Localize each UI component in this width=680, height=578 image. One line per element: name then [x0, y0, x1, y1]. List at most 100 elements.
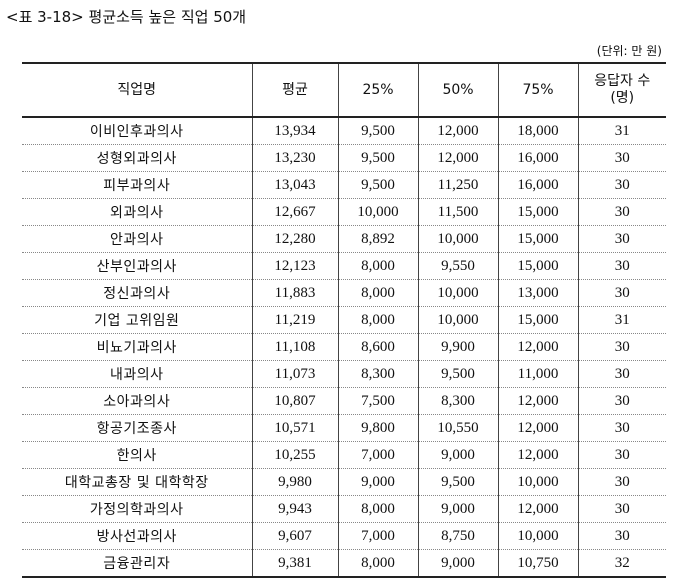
- cell-p50: 10,000: [417, 306, 499, 334]
- cell-respondents: 30: [577, 144, 666, 172]
- cell-job: 비뇨기과의사: [22, 333, 253, 361]
- cell-p50: 9,550: [417, 252, 499, 280]
- cell-mean: 11,883: [251, 279, 339, 307]
- cell-respondents: 30: [577, 387, 666, 415]
- cell-p50: 11,250: [417, 171, 499, 199]
- cell-p50: 9,000: [417, 441, 499, 469]
- cell-mean: 9,381: [251, 549, 339, 578]
- cell-job: 산부인과의사: [22, 252, 253, 280]
- cell-job: 가정의학과의사: [22, 495, 253, 523]
- cell-job: 피부과의사: [22, 171, 253, 199]
- cell-p50: 8,300: [417, 387, 499, 415]
- cell-job: 안과의사: [22, 225, 253, 253]
- cell-respondents: 30: [577, 468, 666, 496]
- table-row: 안과의사 12,280 8,892 10,000 15,000 30: [22, 225, 666, 253]
- cell-job: 기업 고위임원: [22, 306, 253, 334]
- cell-job: 내과의사: [22, 360, 253, 388]
- table-caption: <표 3-18> 평균소득 높은 직업 50개: [6, 8, 247, 26]
- cell-p25: 7,500: [337, 387, 419, 415]
- cell-respondents: 30: [577, 279, 666, 307]
- table-row: 외과의사 12,667 10,000 11,500 15,000 30: [22, 198, 666, 226]
- cell-p25: 9,800: [337, 414, 419, 442]
- cell-job: 방사선과의사: [22, 522, 253, 550]
- cell-job: 금융관리자: [22, 549, 253, 578]
- cell-mean: 13,934: [251, 117, 339, 145]
- cell-p25: 9,000: [337, 468, 419, 496]
- cell-p25: 9,500: [337, 117, 419, 145]
- cell-p75: 15,000: [497, 225, 579, 253]
- header-cell-respondents: 응답자 수 (명): [577, 63, 666, 118]
- cell-p75: 12,000: [497, 333, 579, 361]
- cell-p75: 16,000: [497, 144, 579, 172]
- cell-p50: 10,000: [417, 225, 499, 253]
- cell-p75: 12,000: [497, 387, 579, 415]
- cell-job: 이비인후과의사: [22, 117, 253, 145]
- cell-mean: 11,219: [251, 306, 339, 334]
- cell-mean: 10,255: [251, 441, 339, 469]
- table-row: 비뇨기과의사 11,108 8,600 9,900 12,000 30: [22, 333, 666, 361]
- cell-p25: 8,600: [337, 333, 419, 361]
- cell-p75: 18,000: [497, 117, 579, 145]
- cell-p75: 12,000: [497, 414, 579, 442]
- cell-job: 외과의사: [22, 198, 253, 226]
- cell-mean: 12,123: [251, 252, 339, 280]
- income-table: 직업명 평균 25% 50% 75% 응답자 수 (명) 이비인후과의사 13,93…: [22, 62, 666, 578]
- cell-job: 항공기조종사: [22, 414, 253, 442]
- cell-respondents: 31: [577, 306, 666, 334]
- cell-mean: 11,108: [251, 333, 339, 361]
- header-row: 직업명 평균 25% 50% 75% 응답자 수 (명): [22, 63, 666, 118]
- unit-note: (단위: 만 원): [596, 44, 662, 58]
- cell-respondents: 30: [577, 333, 666, 361]
- table-row: 피부과의사 13,043 9,500 11,250 16,000 30: [22, 171, 666, 199]
- cell-p50: 10,000: [417, 279, 499, 307]
- cell-p50: 9,000: [417, 549, 499, 578]
- cell-p75: 10,000: [497, 468, 579, 496]
- table-row: 이비인후과의사 13,934 9,500 12,000 18,000 31: [22, 117, 666, 145]
- cell-mean: 13,043: [251, 171, 339, 199]
- cell-respondents: 30: [577, 252, 666, 280]
- cell-mean: 10,571: [251, 414, 339, 442]
- cell-p50: 9,000: [417, 495, 499, 523]
- cell-p25: 10,000: [337, 198, 419, 226]
- cell-mean: 9,980: [251, 468, 339, 496]
- cell-p75: 13,000: [497, 279, 579, 307]
- cell-p25: 9,500: [337, 171, 419, 199]
- cell-p75: 12,000: [497, 441, 579, 469]
- cell-p75: 15,000: [497, 198, 579, 226]
- cell-p25: 8,892: [337, 225, 419, 253]
- cell-mean: 10,807: [251, 387, 339, 415]
- table-row: 방사선과의사 9,607 7,000 8,750 10,000 30: [22, 522, 666, 550]
- table-row: 산부인과의사 12,123 8,000 9,550 15,000 30: [22, 252, 666, 280]
- cell-p50: 9,500: [417, 468, 499, 496]
- cell-p25: 8,000: [337, 252, 419, 280]
- cell-p75: 10,000: [497, 522, 579, 550]
- cell-job: 정신과의사: [22, 279, 253, 307]
- cell-p25: 8,000: [337, 495, 419, 523]
- cell-job: 대학교총장 및 대학학장: [22, 468, 253, 496]
- header-cell-p75: 75%: [497, 63, 579, 118]
- table-row: 성형외과의사 13,230 9,500 12,000 16,000 30: [22, 144, 666, 172]
- cell-p50: 10,550: [417, 414, 499, 442]
- table-row: 가정의학과의사 9,943 8,000 9,000 12,000 30: [22, 495, 666, 523]
- cell-p50: 8,750: [417, 522, 499, 550]
- cell-p50: 9,500: [417, 360, 499, 388]
- cell-mean: 13,230: [251, 144, 339, 172]
- cell-p75: 10,750: [497, 549, 579, 578]
- cell-p25: 8,000: [337, 549, 419, 578]
- table-row: 정신과의사 11,883 8,000 10,000 13,000 30: [22, 279, 666, 307]
- cell-respondents: 30: [577, 360, 666, 388]
- cell-mean: 12,280: [251, 225, 339, 253]
- table-row: 한의사 10,255 7,000 9,000 12,000 30: [22, 441, 666, 469]
- cell-respondents: 30: [577, 522, 666, 550]
- cell-p50: 11,500: [417, 198, 499, 226]
- cell-p50: 12,000: [417, 144, 499, 172]
- cell-mean: 9,607: [251, 522, 339, 550]
- header-cell-mean: 평균: [251, 63, 339, 118]
- cell-respondents: 30: [577, 198, 666, 226]
- cell-respondents: 30: [577, 225, 666, 253]
- header-cell-p50: 50%: [417, 63, 499, 118]
- table-row: 내과의사 11,073 8,300 9,500 11,000 30: [22, 360, 666, 388]
- cell-p25: 8,000: [337, 279, 419, 307]
- table-row: 기업 고위임원 11,219 8,000 10,000 15,000 31: [22, 306, 666, 334]
- cell-p75: 12,000: [497, 495, 579, 523]
